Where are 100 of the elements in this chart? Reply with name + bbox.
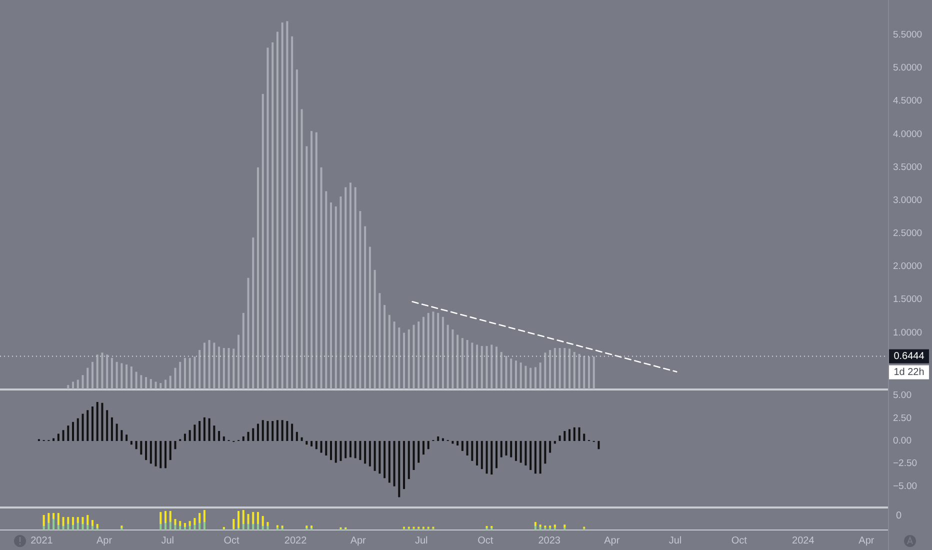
- bar: [281, 420, 284, 441]
- bar: [91, 520, 94, 526]
- bar: [169, 511, 172, 522]
- y-tick-label: 4.5000: [893, 96, 922, 107]
- bar: [188, 521, 191, 526]
- bar: [256, 424, 259, 441]
- bar: [476, 440, 478, 466]
- bar: [242, 436, 244, 441]
- bar: [344, 440, 347, 458]
- bar: [330, 440, 332, 460]
- x-tick-label: Jul: [161, 536, 174, 546]
- bar: [315, 440, 318, 450]
- bar: [184, 527, 186, 530]
- bar: [160, 512, 162, 524]
- bar: [256, 512, 259, 524]
- bar: [490, 440, 493, 475]
- y-tick-label: 2.50: [893, 412, 912, 424]
- y-tick-label: 1.0000: [893, 327, 922, 338]
- bar: [340, 440, 342, 461]
- bar: [325, 440, 328, 456]
- y-tick-label: −2.50: [893, 458, 918, 470]
- bar: [354, 440, 356, 458]
- bar: [578, 427, 580, 441]
- bar: [179, 526, 182, 530]
- bar: [544, 440, 546, 464]
- bar: [374, 440, 376, 471]
- bar: [310, 440, 313, 446]
- bar: [238, 511, 240, 528]
- bar: [194, 525, 196, 530]
- bar: [530, 440, 532, 470]
- bar: [247, 432, 250, 441]
- bar: [480, 440, 483, 470]
- bar: [256, 524, 259, 530]
- y-tick-label: 0.00: [893, 435, 912, 446]
- bar: [203, 510, 206, 522]
- bar: [242, 524, 244, 530]
- bar: [466, 440, 468, 456]
- bar: [82, 414, 84, 441]
- bar: [564, 524, 566, 528]
- x-tick-label: Apr: [350, 536, 367, 546]
- bar: [82, 517, 84, 524]
- bar: [300, 437, 303, 441]
- bar: [583, 434, 586, 441]
- ref-line-label: 0.6444: [894, 350, 925, 362]
- y-tick-label: 4.0000: [893, 128, 922, 140]
- text: 1d 22h: [894, 366, 924, 378]
- bar: [568, 429, 571, 441]
- bar: [169, 440, 172, 460]
- bar: [72, 422, 74, 441]
- y-tick-label: −5.00: [893, 480, 918, 492]
- bar: [184, 434, 186, 441]
- bar: [164, 440, 166, 468]
- bar: [67, 517, 70, 524]
- bar: [408, 440, 410, 480]
- bar: [539, 527, 542, 530]
- bar: [174, 440, 176, 450]
- bar: [62, 517, 64, 526]
- bar: [194, 424, 196, 441]
- bar: [554, 524, 556, 528]
- bar: [534, 440, 536, 474]
- bar: [169, 522, 172, 530]
- bar: [266, 526, 269, 530]
- bar: [524, 440, 527, 466]
- bar: [412, 440, 415, 470]
- y-tick-label: 2.0000: [893, 261, 922, 272]
- bar: [101, 402, 104, 441]
- text: 0: [896, 510, 902, 522]
- bar: [306, 440, 308, 445]
- bar: [188, 430, 191, 441]
- x-tick-label: Jul: [415, 536, 428, 546]
- bar: [198, 523, 201, 530]
- bar: [164, 523, 166, 530]
- bar: [82, 524, 84, 530]
- bar: [364, 440, 366, 464]
- x-tick-label: 2021: [30, 536, 54, 546]
- bar: [242, 510, 244, 524]
- bar: [291, 424, 294, 441]
- bar: [67, 524, 70, 530]
- bar: [418, 440, 420, 463]
- x-tick-label: 2023: [538, 536, 561, 546]
- bar: [96, 402, 98, 441]
- bar: [437, 436, 440, 441]
- x-tick-label: 2022: [284, 536, 308, 546]
- bar: [130, 440, 132, 445]
- x-tick-label: Oct: [478, 536, 494, 546]
- bar: [403, 440, 406, 490]
- bar: [48, 523, 50, 530]
- bar: [573, 427, 576, 441]
- y-tick-label: 2.5000: [893, 228, 922, 240]
- x-tick-label: Apr: [858, 536, 875, 546]
- bar: [320, 440, 322, 453]
- bar: [510, 440, 512, 458]
- bar: [398, 440, 400, 498]
- bar: [120, 430, 123, 441]
- bar: [52, 519, 55, 530]
- bar: [247, 524, 250, 530]
- x-tick-label: Oct: [731, 536, 748, 546]
- bar: [266, 421, 269, 441]
- y-tick-label: 5.5000: [893, 30, 922, 41]
- bar: [76, 517, 79, 523]
